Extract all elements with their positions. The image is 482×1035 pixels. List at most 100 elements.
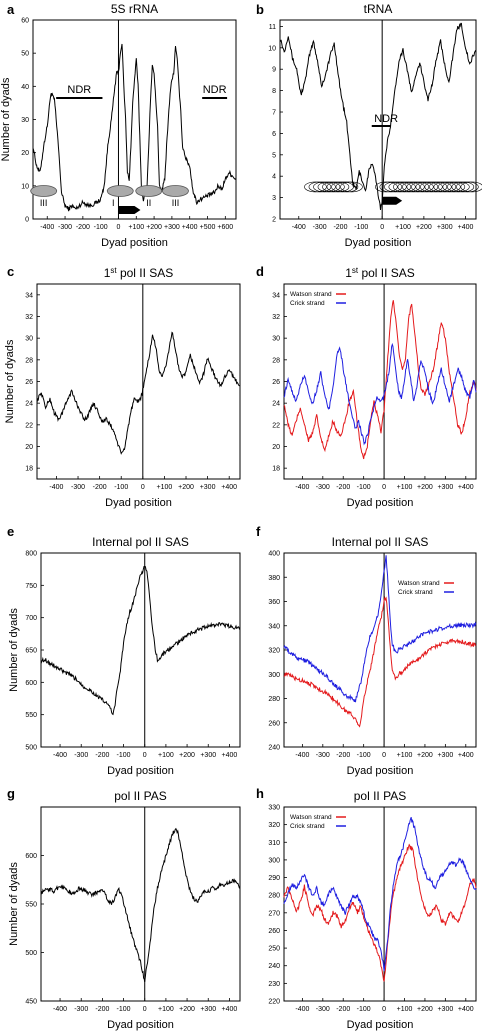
y-tick-label: 260	[268, 928, 280, 935]
y-tick-label: 380	[268, 575, 280, 582]
nucleosome-label: I	[112, 198, 115, 208]
y-axis-label: Number of dyads	[0, 77, 12, 161]
panel-a: a 5S rRNA 0 10 20 30 40 50 60 -400 -300 -200 -100 0 +1…	[0, 2, 237, 249]
x-tick-label: +200	[417, 484, 433, 491]
chart-title: tRNA	[364, 2, 393, 16]
y-tick-label: 20	[272, 444, 280, 451]
y-tick-label: 18	[272, 466, 280, 473]
y-tick-label: 340	[268, 623, 280, 630]
y-tick-label: 9	[272, 67, 276, 74]
y-tick-label: 2	[272, 217, 276, 224]
nucleosome-outline	[429, 181, 452, 193]
x-tick-label: +400	[222, 752, 238, 759]
x-tick-label: +500	[200, 224, 216, 231]
y-tick-label: 20	[25, 444, 33, 451]
x-tick-label: 0	[382, 484, 386, 491]
series-line-crick-strand	[283, 555, 477, 703]
series-line-dyads	[279, 22, 477, 210]
y-tick-label: 26	[272, 379, 280, 386]
nucleosome-outline	[402, 181, 425, 193]
x-tick-label: -200	[76, 224, 90, 231]
x-tick-label: -400	[40, 224, 54, 231]
y-tick-label: 3	[272, 195, 276, 202]
y-tick-label: 240	[268, 745, 280, 752]
panel-letter: b	[256, 2, 264, 17]
x-tick-label: 0	[117, 224, 121, 231]
y-tick-label: 600	[25, 853, 37, 860]
y-tick-label: 300	[268, 857, 280, 864]
nucleosome-outline	[397, 181, 421, 193]
panel-letter: c	[7, 264, 14, 279]
nucleosome-outline	[331, 181, 354, 193]
nucleosome-label: III	[172, 198, 180, 208]
y-tick-label: 5	[272, 152, 276, 159]
y-tick-label: 230	[268, 981, 280, 988]
series-line-crick-strand	[283, 342, 477, 446]
nucleosome	[106, 185, 134, 197]
y-tick-label: 10	[21, 183, 29, 190]
y-tick-label: 7	[272, 110, 276, 117]
x-tick-label: +200	[416, 224, 432, 231]
x-tick-label: +400	[458, 484, 474, 491]
plot-frame	[283, 552, 477, 748]
x-tick-label: +600	[217, 224, 233, 231]
nucleosome-outline	[456, 181, 479, 193]
series-line-dyads	[40, 827, 241, 982]
panel-letter: d	[256, 264, 264, 279]
y-tick-label: 250	[268, 946, 280, 953]
y-tick-label: 550	[25, 712, 37, 719]
x-axis-label: Dyad position	[347, 1019, 414, 1031]
nucleosome-outline	[313, 181, 336, 193]
x-tick-label: -300	[58, 224, 72, 231]
y-tick-label: 30	[272, 336, 280, 343]
x-tick-label: -400	[295, 1006, 309, 1013]
chart-title: pol II PAS	[354, 789, 406, 803]
chart-title: Internal pol II SAS	[92, 535, 189, 549]
y-tick-label: 220	[268, 999, 280, 1006]
legend-label: Watson strand	[398, 580, 440, 587]
x-tick-label: -200	[333, 224, 347, 231]
y-tick-label: 600	[25, 680, 37, 687]
nucleosome-outline	[447, 181, 470, 193]
nucleosome-outline	[442, 181, 466, 193]
y-tick-label: 40	[21, 84, 29, 91]
y-tick-label: 34	[25, 292, 33, 299]
panel-letter: a	[7, 2, 15, 17]
x-tick-label: 0	[382, 752, 386, 759]
nucleosome	[135, 185, 163, 197]
x-tick-label: -100	[117, 1006, 131, 1013]
y-tick-label: 400	[268, 551, 280, 558]
x-tick-label: -300	[316, 484, 330, 491]
y-axis-label: Number of dyads	[8, 608, 20, 692]
x-tick-label: -100	[357, 1006, 371, 1013]
y-tick-label: 360	[268, 599, 280, 606]
panel-letter: h	[256, 786, 264, 801]
x-tick-label: -300	[74, 1006, 88, 1013]
panel-c: c 1st pol II SAS 18 20 22 24 26 28 30 32 34 -400 -30…	[4, 264, 241, 509]
y-tick-label: 300	[268, 672, 280, 679]
y-tick-label: 34	[272, 292, 280, 299]
x-tick-label: +300	[437, 1006, 453, 1013]
x-axis-label: Dyad position	[105, 497, 172, 509]
y-tick-label: 32	[25, 314, 33, 321]
x-tick-label: 0	[143, 1006, 147, 1013]
x-tick-label: +200	[146, 224, 162, 231]
x-tick-label: -100	[354, 224, 368, 231]
x-tick-label: +400	[221, 484, 237, 491]
nucleosome-outline	[420, 181, 443, 193]
nucleosome	[30, 185, 58, 197]
x-tick-label: -400	[53, 752, 67, 759]
x-tick-label: +300	[200, 484, 216, 491]
nucleosome-outline	[393, 181, 416, 193]
panel-g: g pol II PAS 450 500 550 600 -400 -300 -200 -100 0…	[7, 786, 241, 1031]
x-tick-label: -100	[114, 484, 128, 491]
x-tick-label: -400	[295, 484, 309, 491]
chart-title: Internal pol II SAS	[332, 535, 429, 549]
chart-title: 5S rRNA	[111, 2, 158, 16]
x-tick-label: -200	[95, 752, 109, 759]
y-tick-label: 280	[268, 696, 280, 703]
x-tick-label: -100	[357, 484, 371, 491]
plot-frame	[279, 19, 477, 220]
y-tick-label: 20	[21, 150, 29, 157]
plot-frame	[283, 283, 477, 480]
